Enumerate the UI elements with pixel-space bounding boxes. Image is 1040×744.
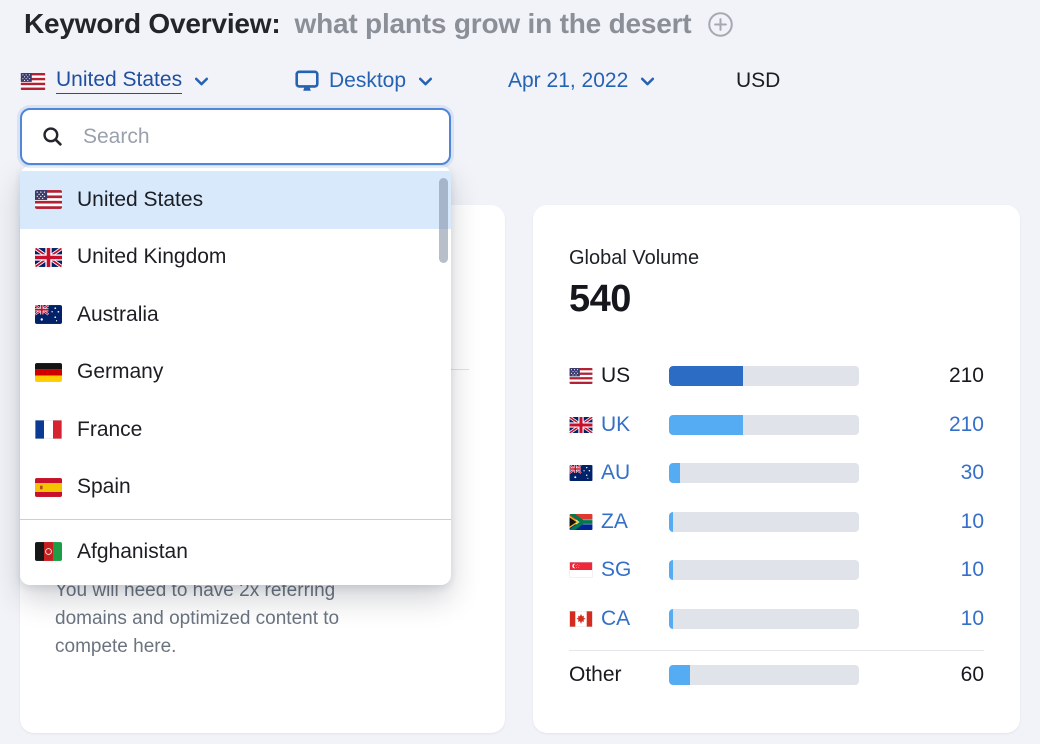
country-option-spain[interactable]: Spain bbox=[20, 459, 451, 517]
volume-bar bbox=[669, 511, 859, 532]
gb-flag-icon bbox=[569, 416, 593, 433]
divider bbox=[569, 650, 984, 651]
country-code-link[interactable]: UK bbox=[601, 412, 631, 436]
scrollbar-thumb[interactable] bbox=[439, 178, 448, 263]
country-option-afghanistan[interactable]: Afghanistan bbox=[20, 523, 451, 581]
za-flag-icon bbox=[569, 513, 593, 530]
volume-value-link[interactable]: 10 bbox=[960, 606, 984, 630]
search-input[interactable] bbox=[83, 110, 449, 163]
us-flag-icon bbox=[569, 368, 593, 385]
country-option-germany[interactable]: Germany bbox=[20, 344, 451, 402]
global-volume-title: Global Volume bbox=[569, 247, 700, 269]
difficulty-description-line: You will need to have 2x referring bbox=[55, 580, 336, 601]
ca-flag-icon bbox=[569, 610, 593, 627]
country-option-label: United Kingdom bbox=[77, 245, 227, 269]
volume-value-link[interactable]: 210 bbox=[948, 412, 984, 436]
gb-flag-icon bbox=[35, 247, 62, 267]
other-label: Other bbox=[569, 663, 622, 687]
difficulty-description-line: compete here. bbox=[55, 636, 177, 657]
volume-value-link[interactable]: 30 bbox=[960, 461, 984, 485]
volume-by-country-list: US 210 UK 210 AU 30 ZA 10 SG 10 CA 10 Other 60 bbox=[569, 352, 984, 700]
volume-bar bbox=[669, 414, 859, 435]
country-option-united-states[interactable]: United States bbox=[20, 171, 451, 229]
us-flag-icon bbox=[20, 72, 46, 90]
af-flag-icon bbox=[35, 542, 62, 562]
es-flag-icon bbox=[35, 477, 62, 497]
country-option-label: Australia bbox=[77, 302, 159, 326]
volume-value-link[interactable]: 10 bbox=[960, 558, 984, 582]
fr-flag-icon bbox=[35, 420, 62, 440]
desktop-icon bbox=[294, 68, 320, 94]
date-selector-label: Apr 21, 2022 bbox=[508, 69, 629, 92]
country-code-link[interactable]: CA bbox=[601, 606, 631, 630]
database-selector[interactable]: United States bbox=[20, 66, 210, 96]
us-flag-icon bbox=[35, 190, 62, 210]
country-option-label: Germany bbox=[77, 360, 164, 384]
country-option-label: France bbox=[77, 417, 143, 441]
global-volume-card: Global Volume 540 US 210 UK 210 AU 30 ZA 10 SG 10… bbox=[533, 205, 1020, 733]
add-keyword-icon[interactable] bbox=[707, 11, 734, 38]
volume-bar bbox=[669, 608, 859, 629]
volume-value-label: 210 bbox=[948, 364, 984, 388]
chevron-down-icon bbox=[193, 73, 210, 90]
country-code-link[interactable]: SG bbox=[601, 558, 632, 582]
country-code-link[interactable]: ZA bbox=[601, 509, 628, 533]
keyword-text: what plants grow in the desert bbox=[294, 8, 692, 39]
search-icon bbox=[41, 125, 64, 148]
volume-row-au: AU 30 bbox=[569, 449, 984, 498]
page-header: Keyword Overview: what plants grow in th… bbox=[24, 8, 734, 40]
volume-bar bbox=[669, 560, 859, 581]
volume-row-other: Other 60 bbox=[569, 651, 984, 700]
country-option-label: Spain bbox=[77, 475, 131, 499]
date-selector[interactable]: Apr 21, 2022 bbox=[508, 66, 656, 96]
divider bbox=[20, 519, 451, 520]
volume-row-za: ZA 10 bbox=[569, 498, 984, 547]
volume-value-link[interactable]: 10 bbox=[960, 509, 984, 533]
sg-flag-icon bbox=[569, 562, 593, 579]
volume-row-ca: CA 10 bbox=[569, 595, 984, 644]
volume-bar bbox=[669, 366, 859, 387]
volume-value-other: 60 bbox=[960, 663, 984, 687]
au-flag-icon bbox=[35, 305, 62, 325]
currency-label: USD bbox=[736, 69, 781, 92]
volume-bar bbox=[669, 463, 859, 484]
difficulty-description-line: domains and optimized content to bbox=[55, 608, 340, 629]
country-option-united-kingdom[interactable]: United Kingdom bbox=[20, 229, 451, 287]
country-code-label: US bbox=[601, 364, 631, 388]
volume-row-us: US 210 bbox=[569, 352, 984, 401]
device-selector-label: Desktop bbox=[329, 69, 407, 92]
difficulty-description: You will need to have 2x referring domai… bbox=[55, 577, 475, 661]
volume-row-uk: UK 210 bbox=[569, 401, 984, 450]
volume-bar-other bbox=[669, 665, 859, 686]
au-flag-icon bbox=[569, 465, 593, 482]
country-option-france[interactable]: France bbox=[20, 401, 451, 459]
country-search-box[interactable] bbox=[20, 108, 451, 165]
volume-row-sg: SG 10 bbox=[569, 546, 984, 595]
country-option-label: United States bbox=[77, 187, 204, 211]
chevron-down-icon bbox=[639, 73, 656, 90]
country-code-link[interactable]: AU bbox=[601, 461, 631, 485]
database-selector-label: United States bbox=[56, 68, 183, 94]
country-option-australia[interactable]: Australia bbox=[20, 286, 451, 344]
de-flag-icon bbox=[35, 362, 62, 382]
country-dropdown: United States United Kingdom Australia Germ… bbox=[20, 166, 451, 585]
filter-bar: United States Desktop Apr 21, 2022 USD bbox=[0, 66, 1040, 96]
page-title: Keyword Overview: bbox=[24, 8, 281, 39]
chevron-down-icon bbox=[417, 73, 434, 90]
global-volume-total: 540 bbox=[569, 278, 631, 320]
device-selector[interactable]: Desktop bbox=[294, 66, 434, 96]
country-option-label: Afghanistan bbox=[77, 539, 188, 563]
